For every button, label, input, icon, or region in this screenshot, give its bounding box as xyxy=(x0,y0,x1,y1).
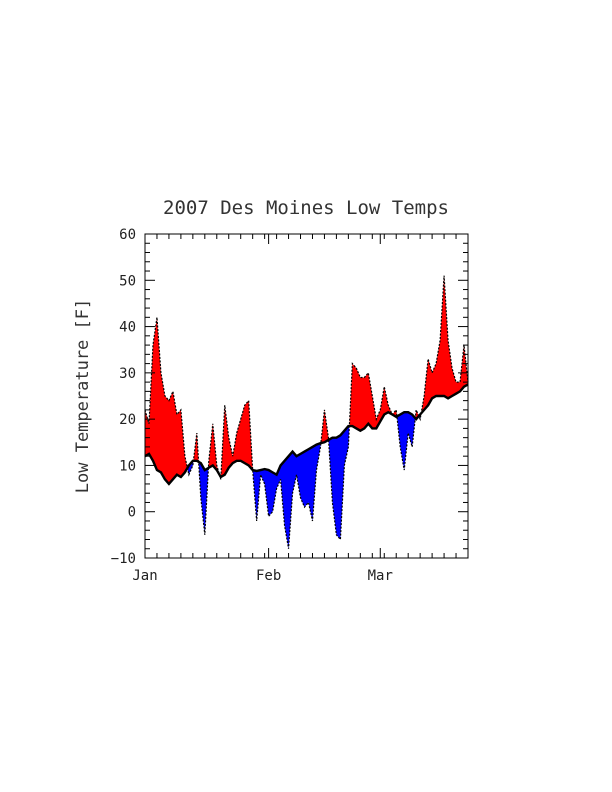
above-normal-fill xyxy=(220,400,253,477)
above-normal-fill xyxy=(421,275,468,414)
below-normal-fill xyxy=(187,460,194,475)
y-axis-label: Low Temperature [F] xyxy=(73,299,93,493)
observed-low-line xyxy=(144,275,469,549)
y-tick-label: −10 xyxy=(111,551,136,567)
above-normal-fill xyxy=(145,317,188,484)
y-tick-label: 50 xyxy=(119,273,136,289)
x-tick-label: Jan xyxy=(132,568,157,584)
above-normal-fill xyxy=(320,409,329,444)
y-tick-label: 60 xyxy=(119,227,136,243)
plot-frame xyxy=(144,233,469,559)
below-normal-fill xyxy=(198,461,209,535)
below-normal-fill xyxy=(252,443,321,549)
y-tick-label: 20 xyxy=(119,412,136,428)
y-tick-label: 40 xyxy=(119,320,136,336)
y-tick-label: 10 xyxy=(119,458,136,474)
anomaly-fills xyxy=(145,275,468,549)
chart-title: 2007 Des Moines Low Temps xyxy=(163,197,449,219)
y-tick-label: 0 xyxy=(128,505,136,521)
below-normal-fill xyxy=(396,412,416,471)
y-tick-label: 30 xyxy=(119,366,136,382)
axes: −10 0 10 20 30 40 50 60 Jan Feb Mar xyxy=(111,227,469,584)
normal-low-line xyxy=(144,383,469,486)
above-normal-fill xyxy=(208,423,220,475)
series-lines xyxy=(144,275,469,549)
x-tick-label: Mar xyxy=(368,568,393,584)
x-tick-label: Feb xyxy=(256,568,281,584)
above-normal-fill xyxy=(349,363,397,431)
